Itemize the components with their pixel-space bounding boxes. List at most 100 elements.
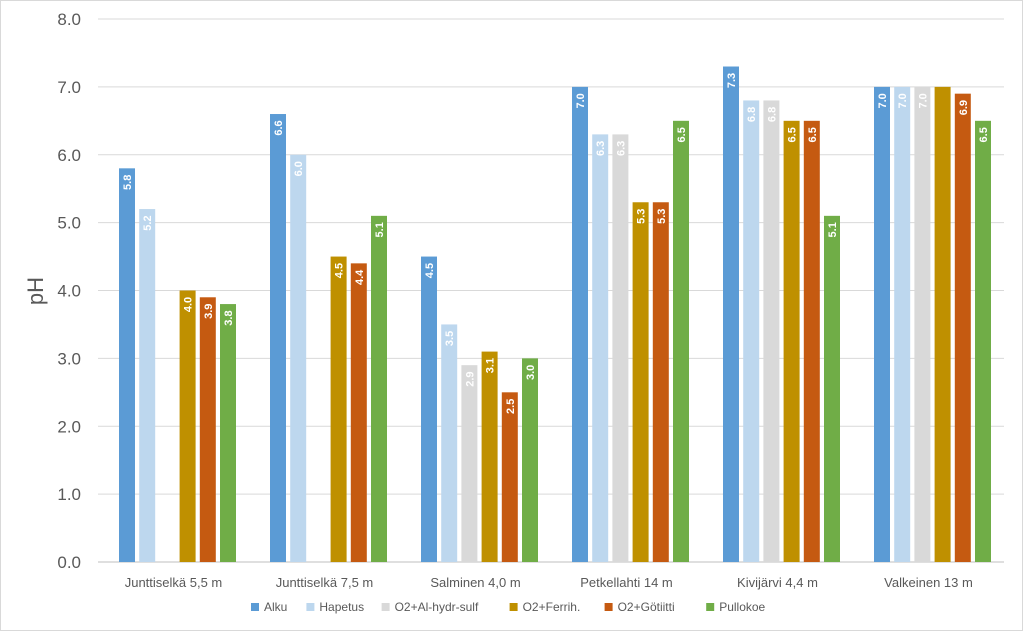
legend-swatch	[604, 603, 613, 611]
bar	[592, 134, 609, 562]
y-tick-label: 4.0	[57, 282, 81, 301]
data-label: 6.5	[676, 127, 688, 142]
data-label: 6.9	[958, 100, 970, 115]
bar	[803, 120, 820, 562]
legend-swatch	[509, 603, 518, 611]
bar	[763, 100, 780, 562]
data-label: 7.0	[877, 93, 889, 108]
legend-item: O2+Al-hydr-sulf	[381, 600, 479, 614]
bar	[461, 365, 478, 562]
bar	[914, 86, 931, 562]
y-axis-label: pH	[23, 277, 48, 305]
data-label: 3.5	[444, 331, 456, 346]
bar	[350, 263, 367, 562]
data-label: 6.8	[766, 107, 778, 122]
legend-swatch	[251, 603, 259, 611]
x-category-label: Kivijärvi 4,4 m	[737, 575, 818, 590]
bar	[572, 86, 588, 562]
bar	[421, 256, 437, 562]
bar	[894, 86, 911, 562]
data-label: 2.9	[464, 372, 476, 387]
data-label: 6.0	[293, 161, 305, 176]
gridlines	[98, 18, 1004, 563]
legend-swatch	[706, 603, 715, 611]
legend-label: O2+Götiitti	[618, 600, 675, 614]
bar	[441, 324, 458, 562]
data-label: 5.1	[827, 222, 839, 237]
legend-item: O2+Ferrih.	[509, 600, 581, 614]
data-label: 4.4	[354, 269, 366, 285]
data-label: 5.8	[122, 175, 134, 190]
data-label: 3.9	[203, 304, 215, 319]
bar	[954, 93, 971, 562]
x-category-label: Junttiselkä 7,5 m	[276, 575, 374, 590]
data-label: 4.0	[183, 297, 195, 312]
legend-swatch	[381, 603, 390, 611]
bar	[139, 209, 156, 563]
data-label: 7.3	[726, 73, 738, 88]
bar	[723, 66, 739, 562]
legend: Alku Hapetus O2+Al-hydr-sulf O2+Ferrih. O2+G…	[251, 600, 766, 614]
y-axis-ticks: 0.0 1.0 2.0 3.0 4.0 5.0 6.0 7.0 8.0	[57, 10, 81, 572]
bar	[220, 304, 236, 562]
x-axis-categories: Junttiselkä 5,5 m Junttiselkä 7,5 m Salmin…	[125, 575, 973, 590]
legend-label: Pullokoe	[719, 600, 765, 614]
bar	[824, 215, 840, 562]
data-label: 6.5	[787, 127, 799, 142]
data-label: 3.8	[223, 310, 235, 325]
data-label: 5.2	[142, 215, 154, 230]
data-label: 6.5	[807, 127, 819, 142]
x-category-label: Petkellahti 14 m	[580, 575, 673, 590]
bar	[783, 120, 800, 562]
bar	[371, 215, 387, 562]
y-tick-label: 5.0	[57, 214, 81, 233]
legend-item: Pullokoe	[706, 600, 766, 614]
bar	[179, 290, 196, 562]
data-label: 7.0	[897, 93, 909, 108]
bar	[481, 351, 498, 562]
data-label: 5.3	[636, 209, 648, 224]
data-label: 5.1	[374, 222, 386, 237]
bar	[270, 114, 286, 563]
bar	[934, 86, 951, 562]
bar	[975, 120, 991, 562]
bar	[874, 86, 890, 562]
legend-item: Alku	[251, 600, 287, 614]
bar	[632, 202, 649, 562]
legend-label: O2+Al-hydr-sulf	[395, 600, 479, 614]
data-label: 6.3	[615, 141, 627, 156]
data-label: 4.5	[334, 263, 346, 278]
data-label: 7.0	[917, 93, 929, 108]
bar	[501, 392, 518, 562]
data-label: 3.0	[525, 365, 537, 380]
bar	[199, 297, 216, 562]
data-label: 6.3	[595, 141, 607, 156]
data-labels: 5.8 5.2 4.0 3.9 3.8 6.6 6.0 4.5 4.4 5.1 4.5 3.5 2.9 3…	[122, 73, 990, 414]
bar	[290, 154, 307, 562]
data-label: 4.5	[424, 263, 436, 278]
bar	[673, 120, 689, 562]
y-tick-label: 3.0	[57, 349, 81, 368]
y-tick-label: 2.0	[57, 417, 81, 436]
y-tick-label: 6.0	[57, 146, 81, 165]
legend-label: Hapetus	[319, 600, 364, 614]
bar	[612, 134, 629, 562]
bar	[119, 168, 135, 562]
data-label: 5.3	[656, 209, 668, 224]
bar	[743, 100, 760, 562]
x-category-label: Salminen 4,0 m	[430, 575, 520, 590]
legend-label: O2+Ferrih.	[523, 600, 581, 614]
legend-label: Alku	[264, 600, 287, 614]
x-category-label: Valkeinen 13 m	[884, 575, 973, 590]
x-category-label: Junttiselkä 5,5 m	[125, 575, 223, 590]
bar	[522, 358, 538, 562]
legend-item: O2+Götiitti	[604, 600, 675, 614]
data-label: 2.5	[505, 399, 517, 414]
y-tick-label: 8.0	[57, 10, 81, 29]
legend-item: Hapetus	[306, 600, 364, 614]
data-label: 7.0	[575, 93, 587, 108]
y-tick-label: 7.0	[57, 78, 81, 97]
y-tick-label: 0.0	[57, 553, 81, 572]
